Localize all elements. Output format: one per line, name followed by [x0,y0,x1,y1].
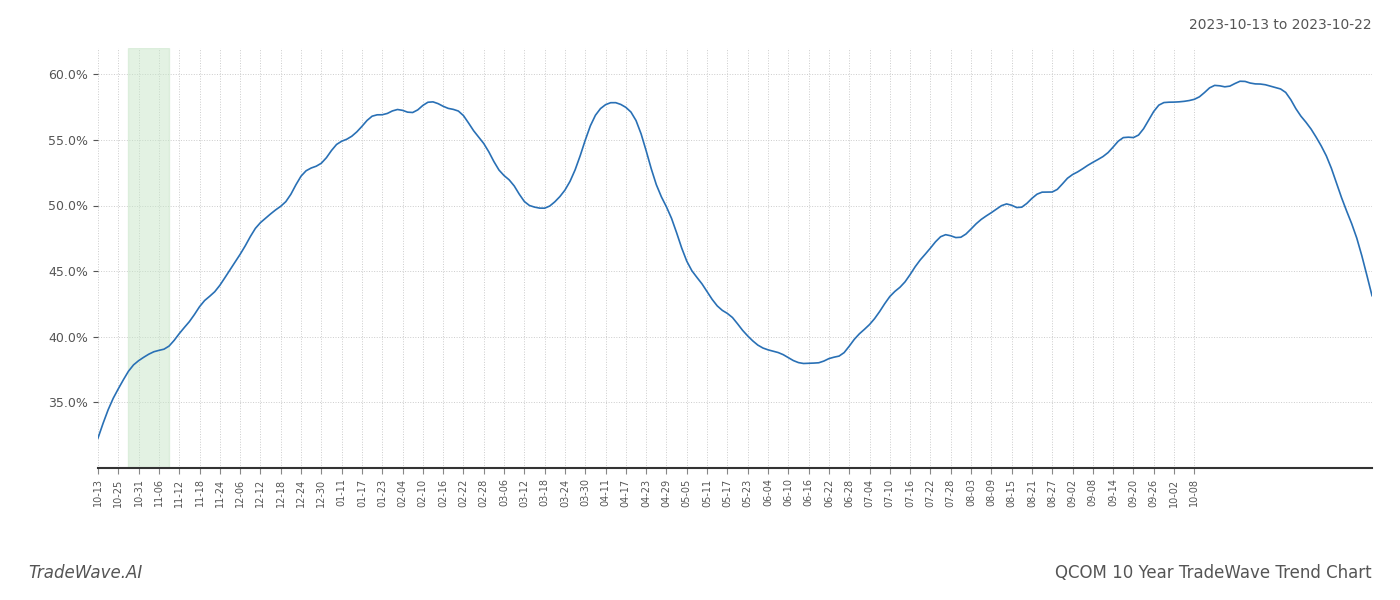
Text: 2023-10-13 to 2023-10-22: 2023-10-13 to 2023-10-22 [1190,18,1372,32]
Bar [129,48,169,468]
Text: QCOM 10 Year TradeWave Trend Chart: QCOM 10 Year TradeWave Trend Chart [1056,564,1372,582]
Text: TradeWave.AI: TradeWave.AI [28,564,143,582]
